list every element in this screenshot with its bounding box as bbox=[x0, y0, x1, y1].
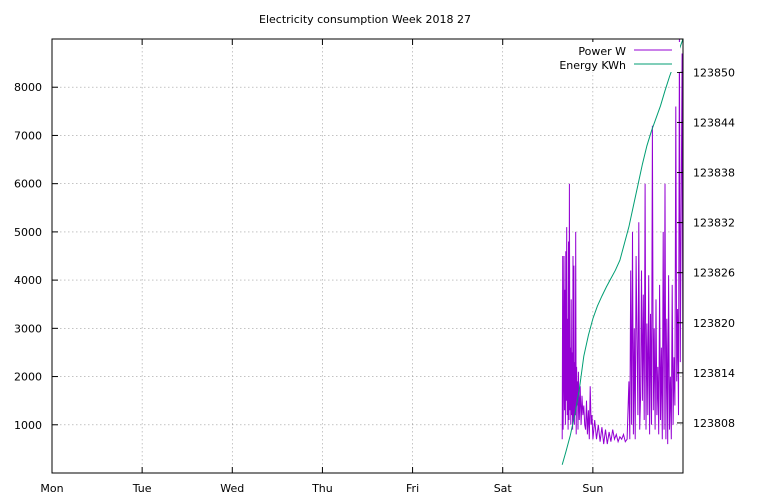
x-tick-label: Fri bbox=[406, 482, 419, 495]
x-tick-label: Mon bbox=[40, 482, 63, 495]
y-left-tick-label: 1000 bbox=[14, 419, 42, 432]
chart-title: Electricity consumption Week 2018 27 bbox=[259, 13, 471, 26]
data-layer bbox=[561, 39, 683, 465]
x-tick-label: Sat bbox=[494, 482, 513, 495]
legend-label-power: Power W bbox=[578, 45, 626, 58]
y-left-tick-label: 4000 bbox=[14, 274, 42, 287]
grid bbox=[52, 39, 683, 473]
plot-frame bbox=[51, 38, 684, 474]
y-right-tick-label: 123844 bbox=[693, 116, 735, 129]
x-tick-label: Sun bbox=[582, 482, 603, 495]
x-tick-label: Thu bbox=[311, 482, 333, 495]
y-left-tick-label: 8000 bbox=[14, 81, 42, 94]
x-tick-label: Wed bbox=[220, 482, 244, 495]
legend-background bbox=[558, 42, 680, 72]
y-right-tick-label: 123808 bbox=[693, 417, 735, 430]
series-line-energy bbox=[561, 39, 683, 465]
legend-label-energy: Energy KWh bbox=[559, 59, 626, 72]
ticks: Mon Tue Wed Thu Fri Sat Sun 1000 2000 3000 4000 500… bbox=[14, 39, 735, 495]
series-line-power bbox=[561, 39, 683, 445]
y-left-tick-label: 5000 bbox=[14, 226, 42, 239]
y-left-tick-label: 7000 bbox=[14, 129, 42, 142]
y-left-tick-label: 6000 bbox=[14, 178, 42, 191]
y-right-tick-label: 123832 bbox=[693, 217, 735, 230]
y-right-tick-label: 123820 bbox=[693, 317, 735, 330]
y-right-tick-label: 123838 bbox=[693, 167, 735, 180]
y-left-tick-label: 2000 bbox=[14, 371, 42, 384]
y-right-tick-label: 123850 bbox=[693, 66, 735, 79]
y-right-tick-label: 123826 bbox=[693, 267, 735, 280]
x-tick-label: Tue bbox=[132, 482, 152, 495]
legend: Power W Energy KWh bbox=[558, 42, 680, 72]
y-right-tick-label: 123814 bbox=[693, 367, 735, 380]
y-left-tick-label: 3000 bbox=[14, 322, 42, 335]
